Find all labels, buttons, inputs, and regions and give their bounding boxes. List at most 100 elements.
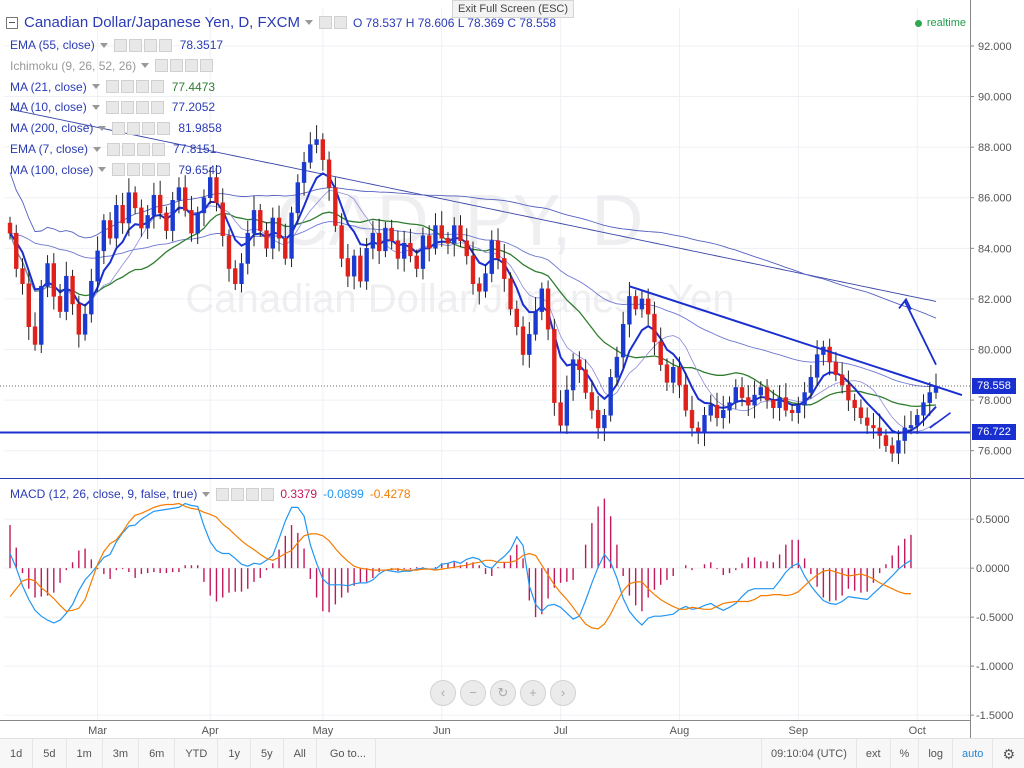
indicator-menu-caret-icon[interactable]	[99, 42, 108, 48]
candle-body	[702, 415, 707, 434]
auto-toggle[interactable]: auto	[952, 739, 992, 768]
indicator-label[interactable]: MA (200, close)	[10, 121, 94, 136]
candle-body	[433, 225, 438, 249]
plus-icon[interactable]	[143, 38, 157, 52]
macd-y-tick-label: -1.5000	[976, 710, 1013, 722]
close-icon[interactable]	[157, 163, 171, 177]
candle-body	[45, 263, 50, 287]
candle-body	[645, 298, 651, 315]
settings-icon[interactable]	[127, 163, 141, 177]
candle-body	[64, 275, 69, 312]
indicator-menu-caret-icon[interactable]	[141, 63, 150, 69]
indicator-label[interactable]: MA (100, close)	[10, 162, 94, 177]
reset-icon[interactable]: ↻	[490, 680, 516, 706]
range-button-all[interactable]: All	[284, 738, 317, 768]
indicator-label[interactable]: MA (21, close)	[10, 79, 87, 94]
goto-button[interactable]: Go to...	[321, 738, 376, 768]
macd-menu-caret-icon[interactable]	[202, 491, 211, 497]
eye-icon[interactable]	[319, 16, 332, 29]
eye-icon[interactable]	[216, 487, 230, 501]
zoom-out-icon[interactable]: −	[460, 680, 486, 706]
candle-body	[802, 392, 807, 406]
close-icon[interactable]	[152, 142, 166, 156]
macd-y-tick-label: -1.0000	[976, 661, 1013, 673]
plus-icon[interactable]	[185, 59, 199, 73]
eye-icon[interactable]	[113, 38, 127, 52]
indicator-label[interactable]: MA (10, close)	[10, 100, 87, 115]
candle-body	[915, 415, 920, 426]
scroll-right-icon[interactable]: ›	[550, 680, 576, 706]
indicator-menu-caret-icon[interactable]	[91, 84, 100, 90]
chart-canvas[interactable]: Mar Apr May Jun Jul Aug Sep Oct 92.000 90.000 88.0…	[0, 0, 1024, 738]
y-tick-label: 90.000	[978, 92, 1012, 104]
range-button-5y[interactable]: 5y	[251, 738, 284, 768]
indicator-menu-caret-icon[interactable]	[98, 125, 107, 131]
settings-icon[interactable]	[231, 487, 245, 501]
eye-icon[interactable]	[112, 163, 126, 177]
log-toggle[interactable]: log	[918, 739, 952, 768]
y-tick-label: 88.000	[978, 142, 1012, 154]
eye-icon[interactable]	[112, 121, 126, 135]
range-button-3m[interactable]: 3m	[103, 738, 140, 768]
candle-body	[470, 255, 476, 284]
range-button-ytd[interactable]: YTD	[175, 738, 219, 768]
range-button-1m[interactable]: 1m	[67, 738, 103, 768]
eye-icon[interactable]	[105, 80, 119, 94]
close-icon[interactable]	[200, 59, 214, 73]
settings-icon[interactable]	[122, 142, 136, 156]
plus-icon[interactable]	[142, 121, 156, 135]
plus-icon[interactable]	[135, 80, 149, 94]
candle-body	[890, 445, 895, 454]
indicator-menu-caret-icon[interactable]	[98, 167, 107, 173]
candle-body	[514, 308, 519, 327]
exit-fullscreen-tooltip[interactable]: Exit Full Screen (ESC)	[452, 0, 575, 18]
candle-body	[902, 427, 907, 441]
indicator-label[interactable]: EMA (55, close)	[10, 38, 95, 52]
range-button-1y[interactable]: 1y	[218, 738, 251, 768]
candle-body	[771, 399, 776, 408]
settings-icon[interactable]	[120, 100, 134, 114]
collapse-legend-icon[interactable]	[6, 16, 18, 29]
close-icon[interactable]	[261, 487, 275, 501]
eye-icon[interactable]	[107, 142, 121, 156]
ext-toggle[interactable]: ext	[855, 739, 890, 768]
settings-icon[interactable]	[128, 38, 142, 52]
candle-body	[921, 402, 926, 416]
indicator-label[interactable]: Ichimoku (9, 26, 52, 26)	[10, 58, 137, 73]
eye-icon[interactable]	[155, 59, 169, 73]
settings-icon[interactable]	[127, 121, 141, 135]
range-buttons: 1d 5d 1m 3m 6m YTD 1y 5y All	[0, 738, 317, 768]
indicator-menu-caret-icon[interactable]	[93, 146, 102, 152]
range-button-1d[interactable]: 1d	[0, 738, 34, 768]
zoom-in-icon[interactable]: +	[520, 680, 546, 706]
scroll-left-icon[interactable]: ‹	[430, 680, 456, 706]
gear-icon[interactable]: ⚙	[992, 739, 1024, 768]
symbol-menu-caret-icon[interactable]	[305, 20, 313, 25]
candle-body	[345, 258, 351, 277]
candle-body	[445, 237, 451, 244]
resistance-trendline	[629, 285, 963, 396]
eye-icon[interactable]	[105, 100, 119, 114]
plus-icon[interactable]	[135, 100, 149, 114]
close-icon[interactable]	[150, 100, 164, 114]
settings-icon[interactable]	[120, 80, 134, 94]
indicator-menu-caret-icon[interactable]	[91, 104, 100, 110]
indicator-label[interactable]: EMA (7, close)	[10, 142, 89, 156]
close-icon[interactable]	[157, 121, 171, 135]
range-button-5d[interactable]: 5d	[33, 738, 67, 768]
settings-icon[interactable]	[334, 16, 347, 29]
symbol-title[interactable]: Canadian Dollar/Japanese Yen, D, FXCM	[24, 14, 300, 31]
x-tick-label: Apr	[202, 725, 219, 737]
plus-icon[interactable]	[137, 142, 151, 156]
close-icon[interactable]	[158, 38, 172, 52]
macd-label[interactable]: MACD (12, 26, close, 9, false, true)	[10, 487, 198, 501]
plus-icon[interactable]	[246, 487, 260, 501]
range-button-6m[interactable]: 6m	[139, 738, 176, 768]
close-icon[interactable]	[150, 80, 164, 94]
indicator-action-icons	[105, 100, 164, 114]
candle-body	[527, 334, 532, 355]
plus-icon[interactable]	[142, 163, 156, 177]
settings-icon[interactable]	[170, 59, 184, 73]
percent-toggle[interactable]: %	[889, 739, 919, 768]
